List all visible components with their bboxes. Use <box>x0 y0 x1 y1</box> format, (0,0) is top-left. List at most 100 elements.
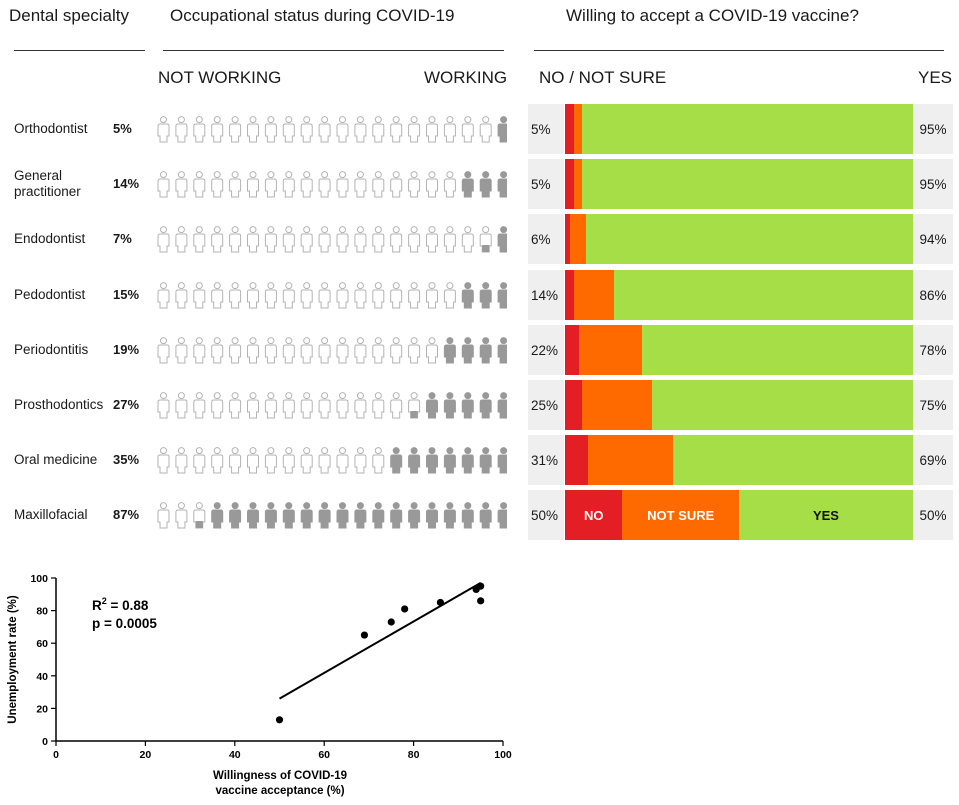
person-icon <box>264 502 277 529</box>
data-point <box>275 716 284 724</box>
person-icon <box>211 447 224 474</box>
vaccine-stacked-bar <box>565 159 913 209</box>
person-icon <box>497 337 507 364</box>
vaccine-stacked-bar <box>565 435 913 485</box>
label-no-not-sure: NO / NOT SURE <box>539 68 667 87</box>
people-pictogram <box>157 392 507 419</box>
person-icon <box>461 392 474 419</box>
vaccine-stacked-bar <box>565 325 913 375</box>
person-icon <box>479 171 492 198</box>
unemployment-percent: 87% <box>113 507 140 522</box>
person-icon <box>497 171 507 198</box>
person-icon <box>264 171 277 198</box>
person-icon <box>461 447 474 474</box>
person-icon <box>354 337 367 364</box>
bar-segment-no <box>565 104 574 154</box>
unemployment-percent: 14% <box>113 176 140 191</box>
person-icon <box>354 171 367 198</box>
person-icon <box>372 226 385 253</box>
person-icon <box>390 502 403 529</box>
specialty-name-line: practitioner <box>14 184 81 199</box>
person-icon <box>282 226 295 253</box>
person-icon <box>282 447 295 474</box>
bar-segment-yes <box>582 159 913 209</box>
person-icon <box>282 282 295 309</box>
specialty-name-line: Orthodontist <box>14 121 88 136</box>
unemployment-percent: 35% <box>113 452 140 467</box>
y-tick-label: 40 <box>36 671 48 683</box>
people-pictogram <box>157 337 507 364</box>
person-icon <box>282 116 295 143</box>
people-pictogram <box>157 171 507 198</box>
person-icon <box>157 447 170 474</box>
yes-percent: 75% <box>913 380 953 430</box>
specialty-name: Oral medicine <box>14 452 106 468</box>
people-pictogram <box>157 116 507 143</box>
no-not-sure-percent: 31% <box>528 435 564 485</box>
person-icon <box>264 337 277 364</box>
person-icon <box>443 116 456 143</box>
person-icon <box>211 337 224 364</box>
label-working: WORKING <box>424 68 508 87</box>
y-tick-label: 0 <box>42 736 48 748</box>
person-icon <box>264 392 277 419</box>
header-vaccine-willingness: Willing to accept a COVID-19 vaccine? <box>566 6 859 25</box>
person-icon <box>461 337 474 364</box>
unemployment-percent: 19% <box>113 342 140 357</box>
specialty-name-line: Periodontitis <box>14 342 89 357</box>
people-pictogram <box>157 282 507 309</box>
person-icon <box>175 447 188 474</box>
person-icon <box>264 226 277 253</box>
person-icon <box>193 282 206 309</box>
person-icon <box>193 171 206 198</box>
person-icon <box>336 392 349 419</box>
person-icon <box>408 226 421 253</box>
person-icon <box>497 116 507 143</box>
data-point <box>360 631 369 639</box>
person-icon <box>443 226 456 253</box>
person-icon <box>175 337 188 364</box>
person-icon <box>390 447 403 474</box>
person-icon <box>443 447 456 474</box>
no-not-sure-percent: 14% <box>528 270 564 320</box>
person-icon <box>408 447 421 474</box>
person-icon <box>175 226 188 253</box>
person-icon <box>318 226 331 253</box>
person-icon <box>354 447 367 474</box>
person-icon <box>229 447 242 474</box>
person-icon <box>336 116 349 143</box>
p-value-label: p = 0.0005 <box>92 616 157 631</box>
bar-segment-no <box>565 270 574 320</box>
person-icon <box>282 171 295 198</box>
person-icon <box>497 226 507 253</box>
person-icon <box>461 502 474 529</box>
person-icon <box>157 337 170 364</box>
person-icon <box>193 447 206 474</box>
person-icon <box>318 171 331 198</box>
person-icon <box>318 337 331 364</box>
person-icon <box>372 502 385 529</box>
bar-segment-yes <box>672 435 913 485</box>
person-icon <box>300 447 313 474</box>
data-point <box>387 618 395 626</box>
no-not-sure-percent: 5% <box>528 159 564 209</box>
yes-percent: 50% <box>913 490 953 540</box>
r-squared-label: R2 = 0.88 <box>92 596 149 613</box>
person-icon <box>461 226 474 253</box>
vaccine-stacked-bar <box>565 104 913 154</box>
bar-segment-not-sure <box>578 325 642 375</box>
person-icon <box>336 171 349 198</box>
person-icon <box>211 226 224 253</box>
person-icon <box>300 171 313 198</box>
unemployment-percent: 7% <box>113 231 132 246</box>
person-icon <box>264 282 277 309</box>
bar-segment-not-sure: NOT SURE <box>622 490 739 540</box>
person-icon <box>282 392 295 419</box>
person-icon <box>426 116 438 143</box>
specialty-name-line: Maxillofacial <box>14 507 88 522</box>
bar-segment-no <box>565 159 574 209</box>
x-axis-title-line: vaccine acceptance (%) <box>215 785 344 797</box>
header-dental-specialty: Dental specialty <box>9 6 130 25</box>
person-icon <box>211 502 224 529</box>
person-icon <box>390 226 403 253</box>
